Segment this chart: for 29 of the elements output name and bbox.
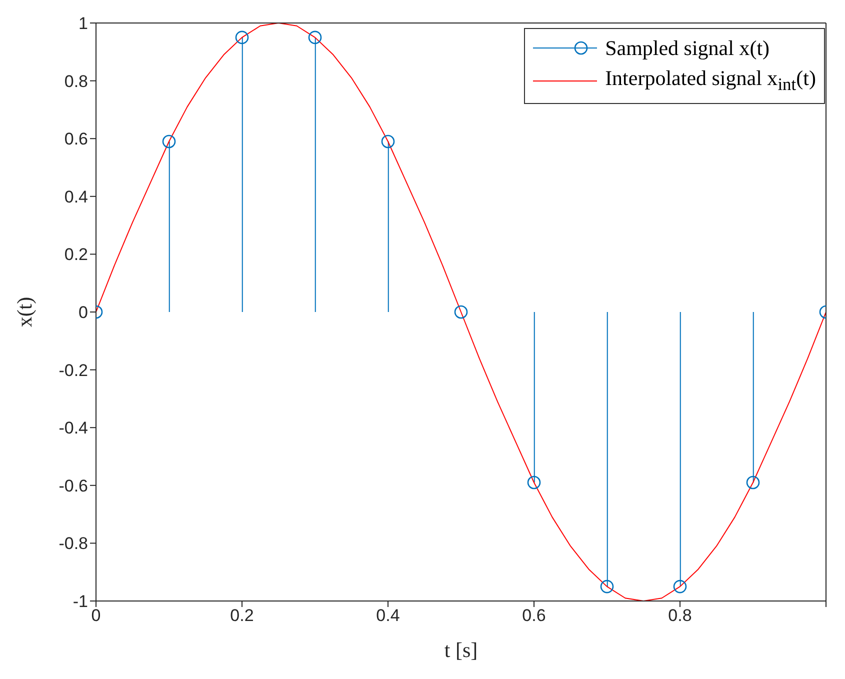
point bbox=[746, 476, 760, 490]
y-tick-label: 0.8 bbox=[64, 72, 88, 91]
y-axis-title: x(t) bbox=[12, 296, 36, 328]
point bbox=[162, 134, 176, 148]
x-tick-label: 0.4 bbox=[376, 606, 400, 626]
legend-label: Sampled signal x(t) bbox=[605, 35, 770, 62]
point bbox=[673, 580, 687, 594]
y-tick-label: -0.8 bbox=[58, 534, 88, 554]
y-tick-label: 0.2 bbox=[64, 245, 88, 264]
x-axis-title: t [s] bbox=[444, 638, 478, 662]
y-tick-label: 0.4 bbox=[64, 187, 88, 206]
point bbox=[454, 305, 468, 319]
point bbox=[235, 30, 249, 44]
y-tick-label: 0.6 bbox=[64, 130, 88, 149]
point bbox=[527, 476, 541, 490]
y-tick-label: -0.2 bbox=[58, 360, 88, 380]
point bbox=[600, 580, 614, 594]
x-tick-label: 0.2 bbox=[230, 606, 254, 626]
x-tick-label: 0 bbox=[91, 606, 101, 626]
point bbox=[308, 30, 322, 44]
y-tick-label: 1 bbox=[78, 14, 88, 34]
x-tick-label: 0.8 bbox=[668, 606, 692, 626]
x-tick-label: 0.6 bbox=[522, 606, 546, 626]
y-tick-label: -0.6 bbox=[58, 476, 88, 496]
y-tick-label: -1 bbox=[72, 592, 88, 612]
legend-label: Interpolated signal x$_{int}$(t) bbox=[605, 65, 816, 96]
y-tick-label: 0 bbox=[78, 303, 88, 322]
point bbox=[381, 134, 395, 148]
y-tick-label: -0.4 bbox=[58, 418, 88, 438]
